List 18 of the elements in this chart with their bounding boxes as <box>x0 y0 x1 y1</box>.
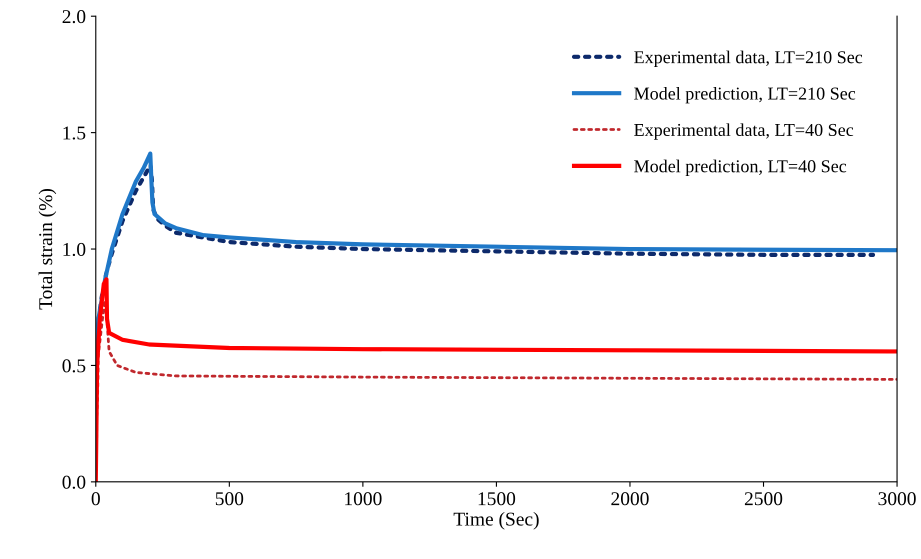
legend-label: Model prediction, LT=40 Sec <box>634 160 846 176</box>
x-tick-label: 1500 <box>478 492 516 506</box>
x-tick-label: 500 <box>216 492 244 506</box>
x-tick-label: 3000 <box>878 492 916 506</box>
legend-label: Experimental data, LT=210 Sec <box>634 50 862 67</box>
y-tick-label: 1.0 <box>63 242 86 256</box>
legend-label: Model prediction, LT=210 Sec <box>634 86 856 104</box>
x-tick-label: 1000 <box>345 492 382 506</box>
legend-label: Experimental data, LT=40 Sec <box>634 123 854 140</box>
y-axis-title: Total strain (%) <box>38 189 56 310</box>
x-tick-label: 2000 <box>611 492 649 506</box>
y-tick-label: 0.0 <box>62 476 86 489</box>
y-tick-label: 2.0 <box>62 10 86 24</box>
y-tick-label: 1.5 <box>63 126 86 140</box>
x-tick-label: 2500 <box>744 492 782 506</box>
x-axis-title: Time (Sec) <box>454 512 539 530</box>
x-tick-label: 0 <box>92 492 100 506</box>
y-tick-label: 0.5 <box>62 359 86 372</box>
